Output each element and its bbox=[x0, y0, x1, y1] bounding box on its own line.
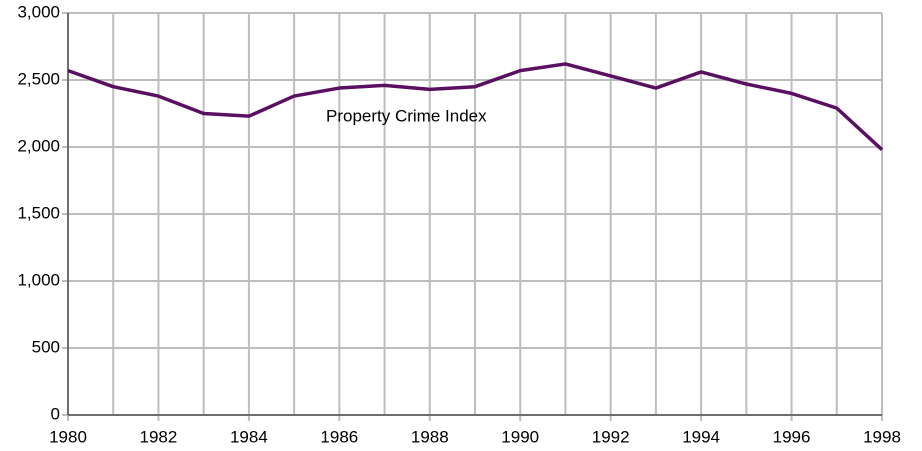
x-tick-label: 1984 bbox=[230, 427, 268, 446]
y-tick-label: 1,000 bbox=[17, 270, 60, 289]
y-tick-label: 500 bbox=[32, 337, 60, 356]
series-label: Property Crime Index bbox=[326, 106, 487, 125]
y-tick-label: 2,500 bbox=[17, 69, 60, 88]
x-tick-label: 1992 bbox=[592, 427, 630, 446]
line-series bbox=[67, 62, 884, 151]
x-tick-label: 1980 bbox=[49, 427, 87, 446]
x-tick-label: 1986 bbox=[320, 427, 358, 446]
x-tick-label: 1998 bbox=[863, 427, 901, 446]
y-tick-label: 3,000 bbox=[17, 2, 60, 21]
y-tick-label: 0 bbox=[51, 404, 60, 423]
x-tick-label: 1994 bbox=[682, 427, 720, 446]
y-tick-label: 2,000 bbox=[17, 136, 60, 155]
y-tick-label: 1,500 bbox=[17, 203, 60, 222]
x-tick-label: 1996 bbox=[773, 427, 811, 446]
x-tick-label: 1988 bbox=[411, 427, 449, 446]
x-tick-label: 1990 bbox=[501, 427, 539, 446]
x-tick-label: 1982 bbox=[140, 427, 178, 446]
